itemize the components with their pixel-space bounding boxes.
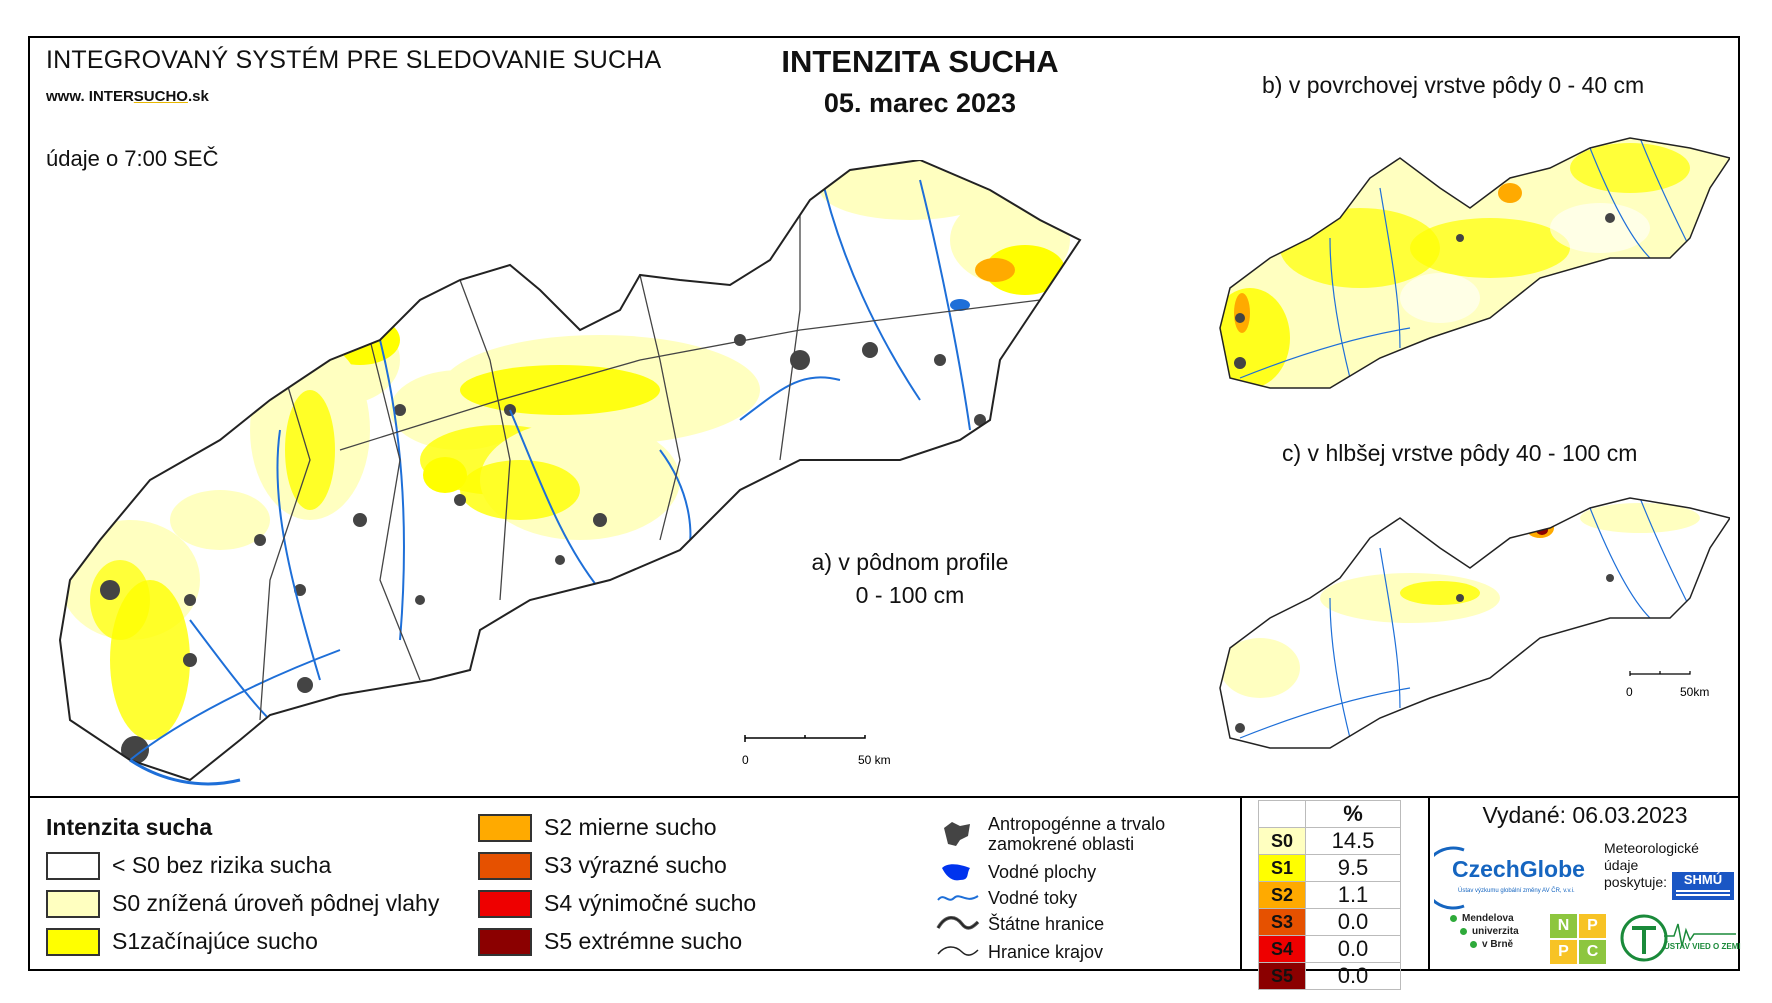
main-drought-map: 0 50 km [58,160,1082,786]
percent-value-s0: 14.5 [1305,827,1401,855]
legend-urban-label: Antropogénne a trvalo zamokrené oblasti [988,814,1166,854]
deep-scale-start: 0 [1626,685,1633,699]
surface-drought-map [1219,137,1730,389]
drought-percent-table: % S0 14.5 S1 9.5 S2 1.1 S3 0.0 S4 0.0 S5 0.0 [1258,800,1401,990]
percent-class-s0: S0 [1258,827,1306,855]
legend-swatch-below-s0 [46,852,100,880]
legend-swatch-s2 [478,814,532,842]
czechglobe-subtitle: Ústav výzkumu globální změny AV ČR, v.v.… [1458,888,1575,894]
water-body-icon [942,864,970,881]
meteo-provider-note: Meteorologické údaje poskytuje: [1604,840,1699,890]
legend-state-border-label: Štátne hranice [988,914,1105,934]
map-date: 05. marec 2023 [823,88,1017,118]
legend-swatch-s0 [46,890,100,918]
shmu-logo: SHMÚ [1672,872,1734,900]
deep-map-label: c) v hlbšej vrstve pôdy 40 - 100 cm [1282,440,1638,466]
legend-title: Intenzita sucha [46,814,213,840]
legend-label-s4: S4 výnimočné sucho [544,890,757,916]
percent-class-s2: S2 [1258,881,1306,909]
river-icon [937,895,979,901]
mendel-university-logo: Mendelova univerzita v Brně [1450,912,1519,951]
region-border-icon [937,946,979,956]
percent-value-s1: 9.5 [1305,854,1401,882]
legend-label-below-s0: < S0 bez rizika sucha [112,852,332,878]
table-row: S3 0.0 [1258,908,1401,936]
table-row: % [1258,800,1401,828]
table-row: S0 14.5 [1258,827,1401,855]
legend-water-label: Vodné plochy [988,862,1097,882]
table-row: S2 1.1 [1258,881,1401,909]
legend-swatch-s5 [478,928,532,956]
legend-region-border-label: Hranice krajov [988,942,1104,962]
deep-scale-end: 50km [1680,685,1709,699]
czechglobe-logo: CzechGlobe Ústav výzkumu globální změny … [1434,842,1604,912]
main-scale-start: 0 [742,753,749,767]
main-scale-end: 50 km [858,753,891,767]
deep-scale-bar: 0 50km [1626,671,1709,699]
percent-value-s5: 0.0 [1305,962,1401,990]
percent-class-s3: S3 [1258,908,1306,936]
percent-class-s4: S4 [1258,935,1306,963]
legend-label-s1: S1začínajúce sucho [112,928,318,954]
npc-logo: N P P C [1550,914,1606,964]
percent-value-s2: 1.1 [1305,881,1401,909]
main-map-label: a) v pôdnom profile 0 - 100 cm [811,549,1009,608]
observation-time-note: údaje o 7:00 SEČ [46,146,219,171]
system-title: INTEGROVANÝ SYSTÉM PRE SLEDOVANIE SUCHA [46,46,662,74]
legend-label-s0: S0 znížená úroveň pôdnej vlahy [112,890,440,916]
page-title: INTENZITA SUCHA [781,44,1059,79]
czechglobe-name: CzechGlobe [1452,856,1585,882]
legend-swatch-s4 [478,890,532,918]
legend-divider-right [1428,796,1430,970]
legend-label-s2: S2 mierne sucho [544,814,717,840]
percent-value-s3: 0.0 [1305,908,1401,936]
legend-panel [30,796,1738,972]
legend-label-s3: S3 výrazné sucho [544,852,727,878]
main-scale-bar: 0 50 km [742,735,891,767]
legend-river-label: Vodné toky [988,888,1078,908]
percent-value-s4: 0.0 [1305,935,1401,963]
website-url[interactable]: www. INTERSUCHO.sk [46,88,209,105]
table-row: S1 9.5 [1258,854,1401,882]
legend-divider-left [1240,796,1242,970]
issued-date: Vydané: 06.03.2023 [1482,802,1688,828]
uvz-logo: ÚSTAV VIED O ZEMI [1620,910,1741,966]
legend-label-s5: S5 extrémne sucho [544,928,743,954]
urban-area-icon [944,822,970,846]
legend-swatch-s3 [478,852,532,880]
table-row: S4 0.0 [1258,935,1401,963]
table-row: S5 0.0 [1258,962,1401,990]
percent-class-s5: S5 [1258,962,1306,990]
percent-header: % [1305,800,1401,828]
deep-drought-map: 0 50km [1219,497,1730,749]
state-border-icon [936,916,980,930]
legend-swatch-s1 [46,928,100,956]
percent-class-s1: S1 [1258,854,1306,882]
surface-map-label: b) v povrchovej vrstve pôdy 0 - 40 cm [1262,72,1645,98]
